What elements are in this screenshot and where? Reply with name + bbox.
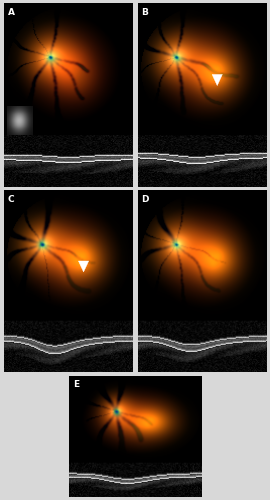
Text: D: D [141, 196, 149, 204]
Polygon shape [212, 74, 222, 86]
Polygon shape [78, 261, 89, 272]
Text: A: A [8, 8, 15, 17]
Text: B: B [141, 8, 149, 17]
Text: C: C [8, 196, 15, 204]
Text: E: E [73, 380, 79, 388]
